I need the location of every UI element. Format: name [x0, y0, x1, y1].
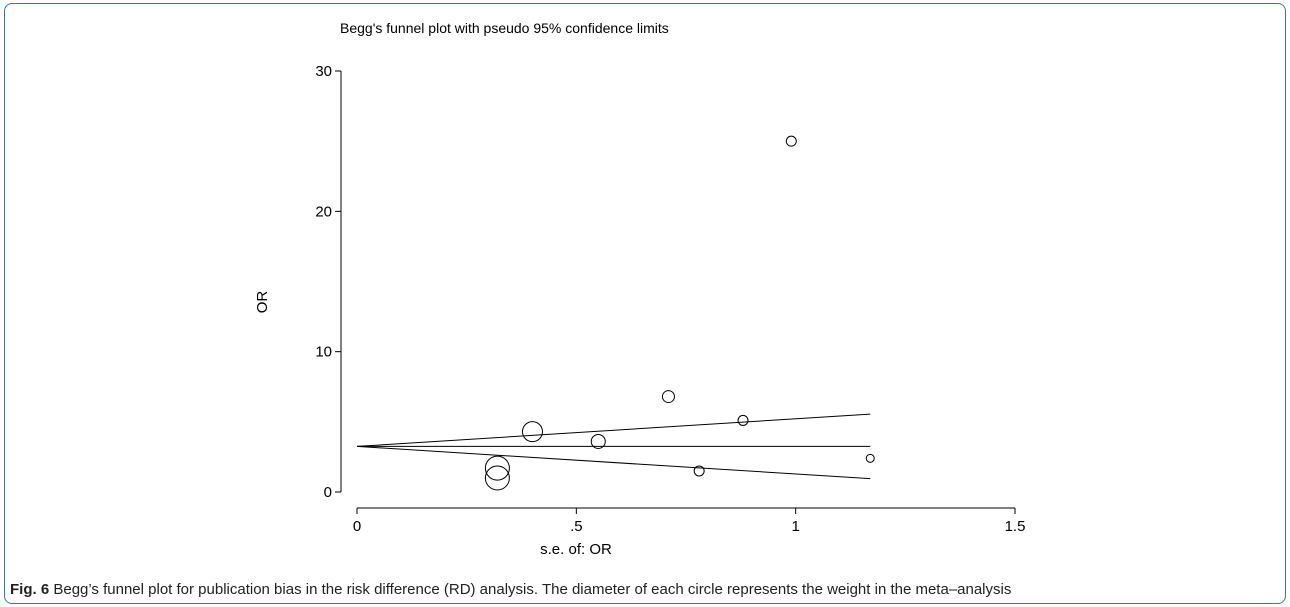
upper-confidence-limit: [356, 413, 871, 447]
study-point: [661, 390, 675, 404]
x-tick-label: 1: [791, 518, 799, 535]
study-point: [521, 421, 543, 443]
figure-caption: Fig. 6 Begg’s funnel plot for publicatio…: [10, 581, 1285, 598]
y-tick-label: 0: [324, 484, 332, 501]
x-tick-label: 0: [353, 518, 361, 535]
study-point: [865, 453, 875, 463]
figure-label: Fig. 6: [10, 581, 50, 598]
study-point: [785, 135, 797, 147]
study-point: [737, 414, 749, 426]
caption-text: Begg’s funnel plot for publication bias …: [53, 581, 1012, 598]
data-points: [484, 135, 875, 491]
x-axis-label: s.e. of: OR: [540, 541, 612, 558]
y-tick-label: 20: [315, 203, 332, 220]
x-tick-label: .5: [570, 518, 583, 535]
study-point: [590, 433, 606, 449]
study-point: [484, 455, 510, 481]
study-point: [484, 465, 510, 491]
study-point: [693, 465, 705, 477]
figure-frame: [4, 3, 1286, 604]
lower-confidence-limit: [356, 445, 871, 480]
confidence-limits: [356, 413, 871, 480]
x-tick-label: 1.5: [1005, 518, 1026, 535]
y-axis-label: OR: [254, 291, 271, 314]
y-tick-label: 10: [315, 344, 332, 361]
axes: 0 10 20 30 0 .5 1 1.5: [315, 63, 1025, 535]
y-tick-label: 30: [315, 63, 332, 80]
chart-title: Begg's funnel plot with pseudo 95% confi…: [340, 20, 669, 36]
